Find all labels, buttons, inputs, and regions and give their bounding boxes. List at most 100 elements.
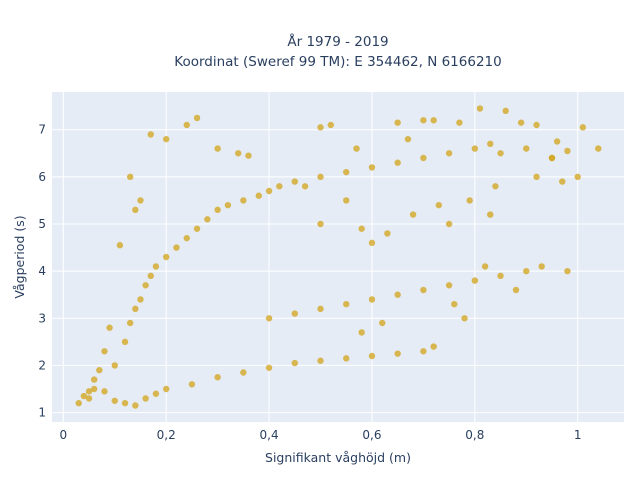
scatter-point (317, 305, 324, 313)
scatter-point (240, 197, 247, 204)
scatter-point (183, 234, 190, 242)
scatter-point (497, 272, 504, 280)
scatter-point (379, 319, 386, 327)
scatter-point (301, 183, 309, 190)
scatter-point (492, 183, 499, 190)
scatter-point (265, 315, 273, 322)
scatter-point (214, 206, 221, 214)
scatter-point (523, 145, 530, 152)
scatter-point (538, 263, 545, 270)
scatter-point (255, 192, 262, 199)
scatter-point (162, 253, 170, 261)
scatter-point (85, 395, 93, 402)
scatter-point (90, 385, 98, 393)
scatter-point (394, 350, 401, 357)
scatter-point (445, 220, 453, 228)
chart-title-line2: Koordinat (Sweref 99 TM): E 354462, N 61… (174, 54, 501, 70)
scatter-point (80, 392, 88, 400)
scatter-point (276, 183, 283, 190)
scatter-point (481, 263, 489, 270)
scatter-point (214, 145, 221, 152)
scatter-point (240, 369, 247, 376)
x-tick-label: 0,8 (465, 428, 484, 442)
scatter-point (162, 385, 170, 393)
scatter-point (466, 197, 473, 204)
y-tick-label: 7 (38, 123, 46, 137)
scatter-point (137, 197, 144, 204)
scatter-point (142, 282, 149, 289)
scatter-point (126, 319, 134, 327)
scatter-point (384, 230, 391, 237)
scatter-point (404, 135, 412, 143)
scatter-point (559, 178, 566, 185)
scatter-point (106, 324, 113, 331)
scatter-point (343, 300, 350, 308)
scatter-point (183, 121, 190, 129)
x-tick-label: 0,4 (260, 428, 279, 442)
scatter-point (75, 399, 82, 407)
scatter-point (327, 121, 334, 129)
scatter-point (343, 197, 350, 204)
scatter-point (152, 390, 160, 397)
scatter-point (291, 310, 298, 317)
scatter-point (101, 388, 108, 395)
y-tick-label: 1 (38, 406, 46, 420)
scatter-point (368, 239, 376, 247)
scatter-point (358, 329, 365, 336)
scatter-point (343, 355, 350, 362)
scatter-point (548, 154, 556, 162)
scatter-point (137, 296, 144, 303)
scatter-point (533, 121, 540, 129)
scatter-point (85, 388, 93, 395)
scatter-point (476, 105, 484, 112)
scatter-point (235, 150, 242, 157)
data-points (75, 105, 602, 409)
scatter-point (162, 135, 170, 143)
scatter-point (420, 286, 427, 294)
scatter-point (317, 173, 324, 181)
scatter-point (394, 119, 401, 126)
scatter-point (343, 168, 350, 176)
scatter-point (533, 173, 540, 181)
scatter-point (147, 131, 154, 138)
scatter-point (445, 150, 453, 157)
y-tick-label: 5 (38, 217, 46, 231)
scatter-point (471, 277, 479, 284)
scatter-point (368, 164, 376, 171)
scatter-point (523, 267, 530, 275)
y-axis-title: Vågperiod (s) (12, 215, 27, 298)
scatter-point (420, 154, 427, 162)
scatter-point (512, 286, 520, 294)
scatter-point (435, 201, 443, 209)
y-axis-ticks: 1 2 3 4 5 6 7 (38, 123, 46, 420)
scatter-point (487, 140, 494, 148)
scatter-point (96, 366, 103, 374)
scatter-point (445, 282, 453, 289)
scatter-point (173, 244, 180, 251)
y-tick-label: 6 (38, 170, 46, 184)
scatter-point (553, 138, 561, 145)
scatter-point (394, 291, 401, 298)
scatter-point (451, 300, 458, 308)
scatter-point (409, 211, 417, 218)
scatter-point (132, 206, 139, 214)
x-tick-label: 0,2 (157, 428, 176, 442)
x-axis-title: Signifikant våghöjd (m) (265, 450, 411, 465)
scatter-point (142, 395, 149, 402)
scatter-point (394, 159, 401, 166)
scatter-point (461, 315, 468, 322)
scatter-point (147, 272, 154, 280)
scatter-point (265, 364, 273, 371)
scatter-point (152, 263, 160, 270)
y-tick-label: 3 (38, 311, 46, 325)
scatter-point (517, 119, 525, 126)
scatter-point (317, 124, 324, 131)
chart-title-line1: År 1979 - 2019 (287, 33, 388, 50)
scatter-point (188, 381, 196, 388)
scatter-point (101, 348, 108, 355)
scatter-point (132, 402, 139, 409)
scatter-point (564, 267, 571, 275)
scatter-point (193, 225, 201, 232)
scatter-point (291, 178, 298, 185)
